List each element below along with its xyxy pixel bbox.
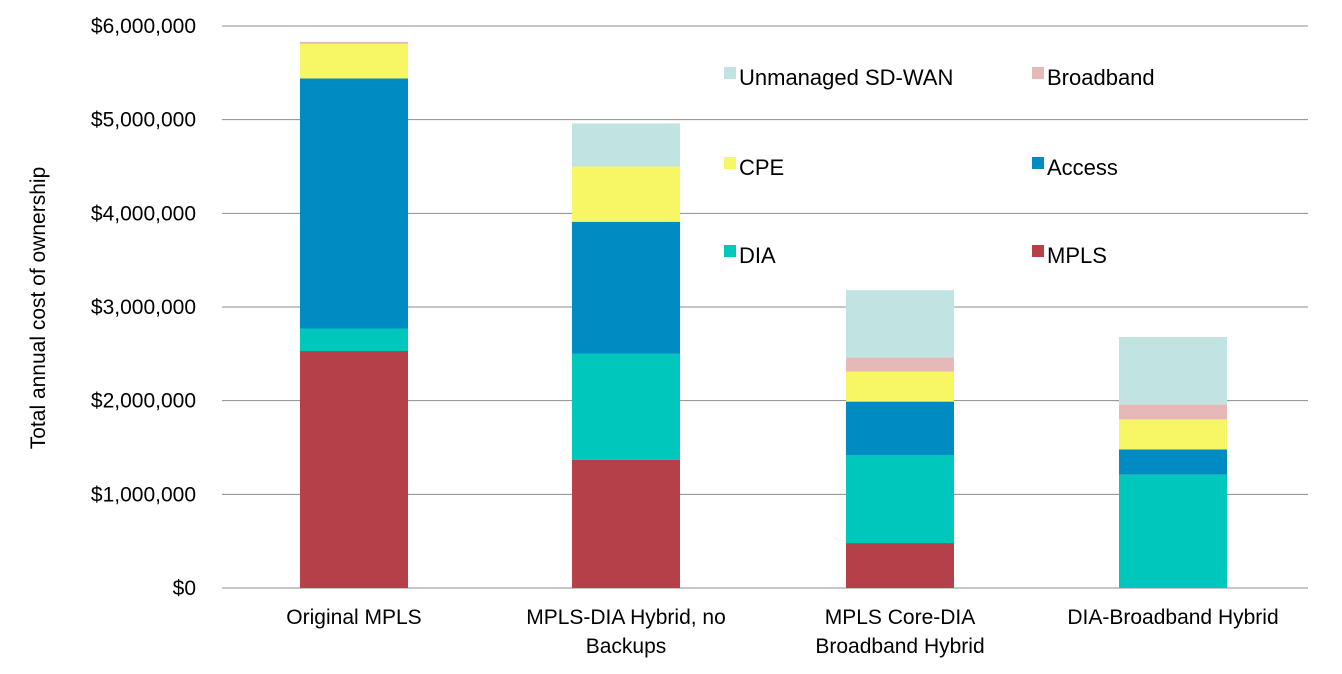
legend-label: CPE bbox=[739, 155, 784, 180]
bar-segment-unmanaged-sd-wan bbox=[846, 290, 954, 358]
x-tick-label: Backups bbox=[586, 635, 667, 658]
legend-swatch bbox=[724, 67, 736, 79]
x-tick-label: MPLS Core-DIA bbox=[825, 606, 976, 629]
legend-label: Access bbox=[1047, 155, 1118, 180]
y-tick-label: $5,000,000 bbox=[91, 109, 196, 132]
bar-segment-mpls bbox=[846, 543, 954, 588]
bar-segment-dia bbox=[300, 328, 408, 352]
bar-segment-access bbox=[300, 78, 408, 329]
x-tick-label: Original MPLS bbox=[286, 606, 421, 629]
x-tick-label: MPLS-DIA Hybrid, no bbox=[526, 606, 726, 629]
bar-segment-dia bbox=[846, 454, 954, 544]
bar-segment-cpe bbox=[300, 43, 408, 79]
y-tick-label: $6,000,000 bbox=[91, 15, 196, 38]
legend-swatch bbox=[1032, 245, 1044, 257]
y-axis-label: Total annual cost of ownership bbox=[27, 167, 50, 450]
x-axis-labels: Original MPLS MPLS-DIA Hybrid, no Backups M… bbox=[286, 606, 1278, 658]
bar-segment-access bbox=[1119, 449, 1227, 475]
legend-label: DIA bbox=[739, 243, 776, 268]
bar-segment-cpe bbox=[1119, 419, 1227, 450]
bar-segment-mpls bbox=[572, 459, 680, 588]
bar-segment-broadband bbox=[1119, 404, 1227, 420]
bar-segment-broadband bbox=[846, 357, 954, 372]
legend-swatch bbox=[724, 157, 736, 169]
legend-label: Broadband bbox=[1047, 65, 1155, 90]
y-tick-label: $0 bbox=[173, 577, 196, 600]
x-tick-label: DIA-Broadband Hybrid bbox=[1067, 606, 1278, 629]
y-axis-ticks: $0 $1,000,000 $2,000,000 $3,000,000 $4,000,0… bbox=[91, 15, 196, 600]
y-tick-label: $2,000,000 bbox=[91, 390, 196, 413]
y-tick-label: $1,000,000 bbox=[91, 483, 196, 506]
bar-segment-access bbox=[846, 401, 954, 455]
bars bbox=[300, 41, 1227, 588]
bar-segment-cpe bbox=[846, 371, 954, 402]
legend-label: Unmanaged SD-WAN bbox=[739, 65, 953, 90]
x-tick-label: Broadband Hybrid bbox=[815, 635, 984, 658]
bar-segment-broadband bbox=[300, 41, 408, 44]
bar-segment-dia bbox=[1119, 474, 1227, 588]
bar-segment-cpe bbox=[572, 166, 680, 222]
legend-label: MPLS bbox=[1047, 243, 1107, 268]
bar-segment-dia bbox=[572, 353, 680, 460]
bar-segment-access bbox=[572, 221, 680, 354]
legend-swatch bbox=[1032, 157, 1044, 169]
y-tick-label: $3,000,000 bbox=[91, 296, 196, 319]
bar-segment-mpls bbox=[300, 351, 408, 588]
legend-swatch bbox=[724, 245, 736, 257]
bar-segment-unmanaged-sd-wan bbox=[572, 123, 680, 167]
legend: Unmanaged SD-WAN Broadband CPE Access DIA MPL… bbox=[724, 65, 1155, 268]
bar-segment-unmanaged-sd-wan bbox=[1119, 336, 1227, 405]
y-tick-label: $4,000,000 bbox=[91, 202, 196, 225]
legend-swatch bbox=[1032, 67, 1044, 79]
